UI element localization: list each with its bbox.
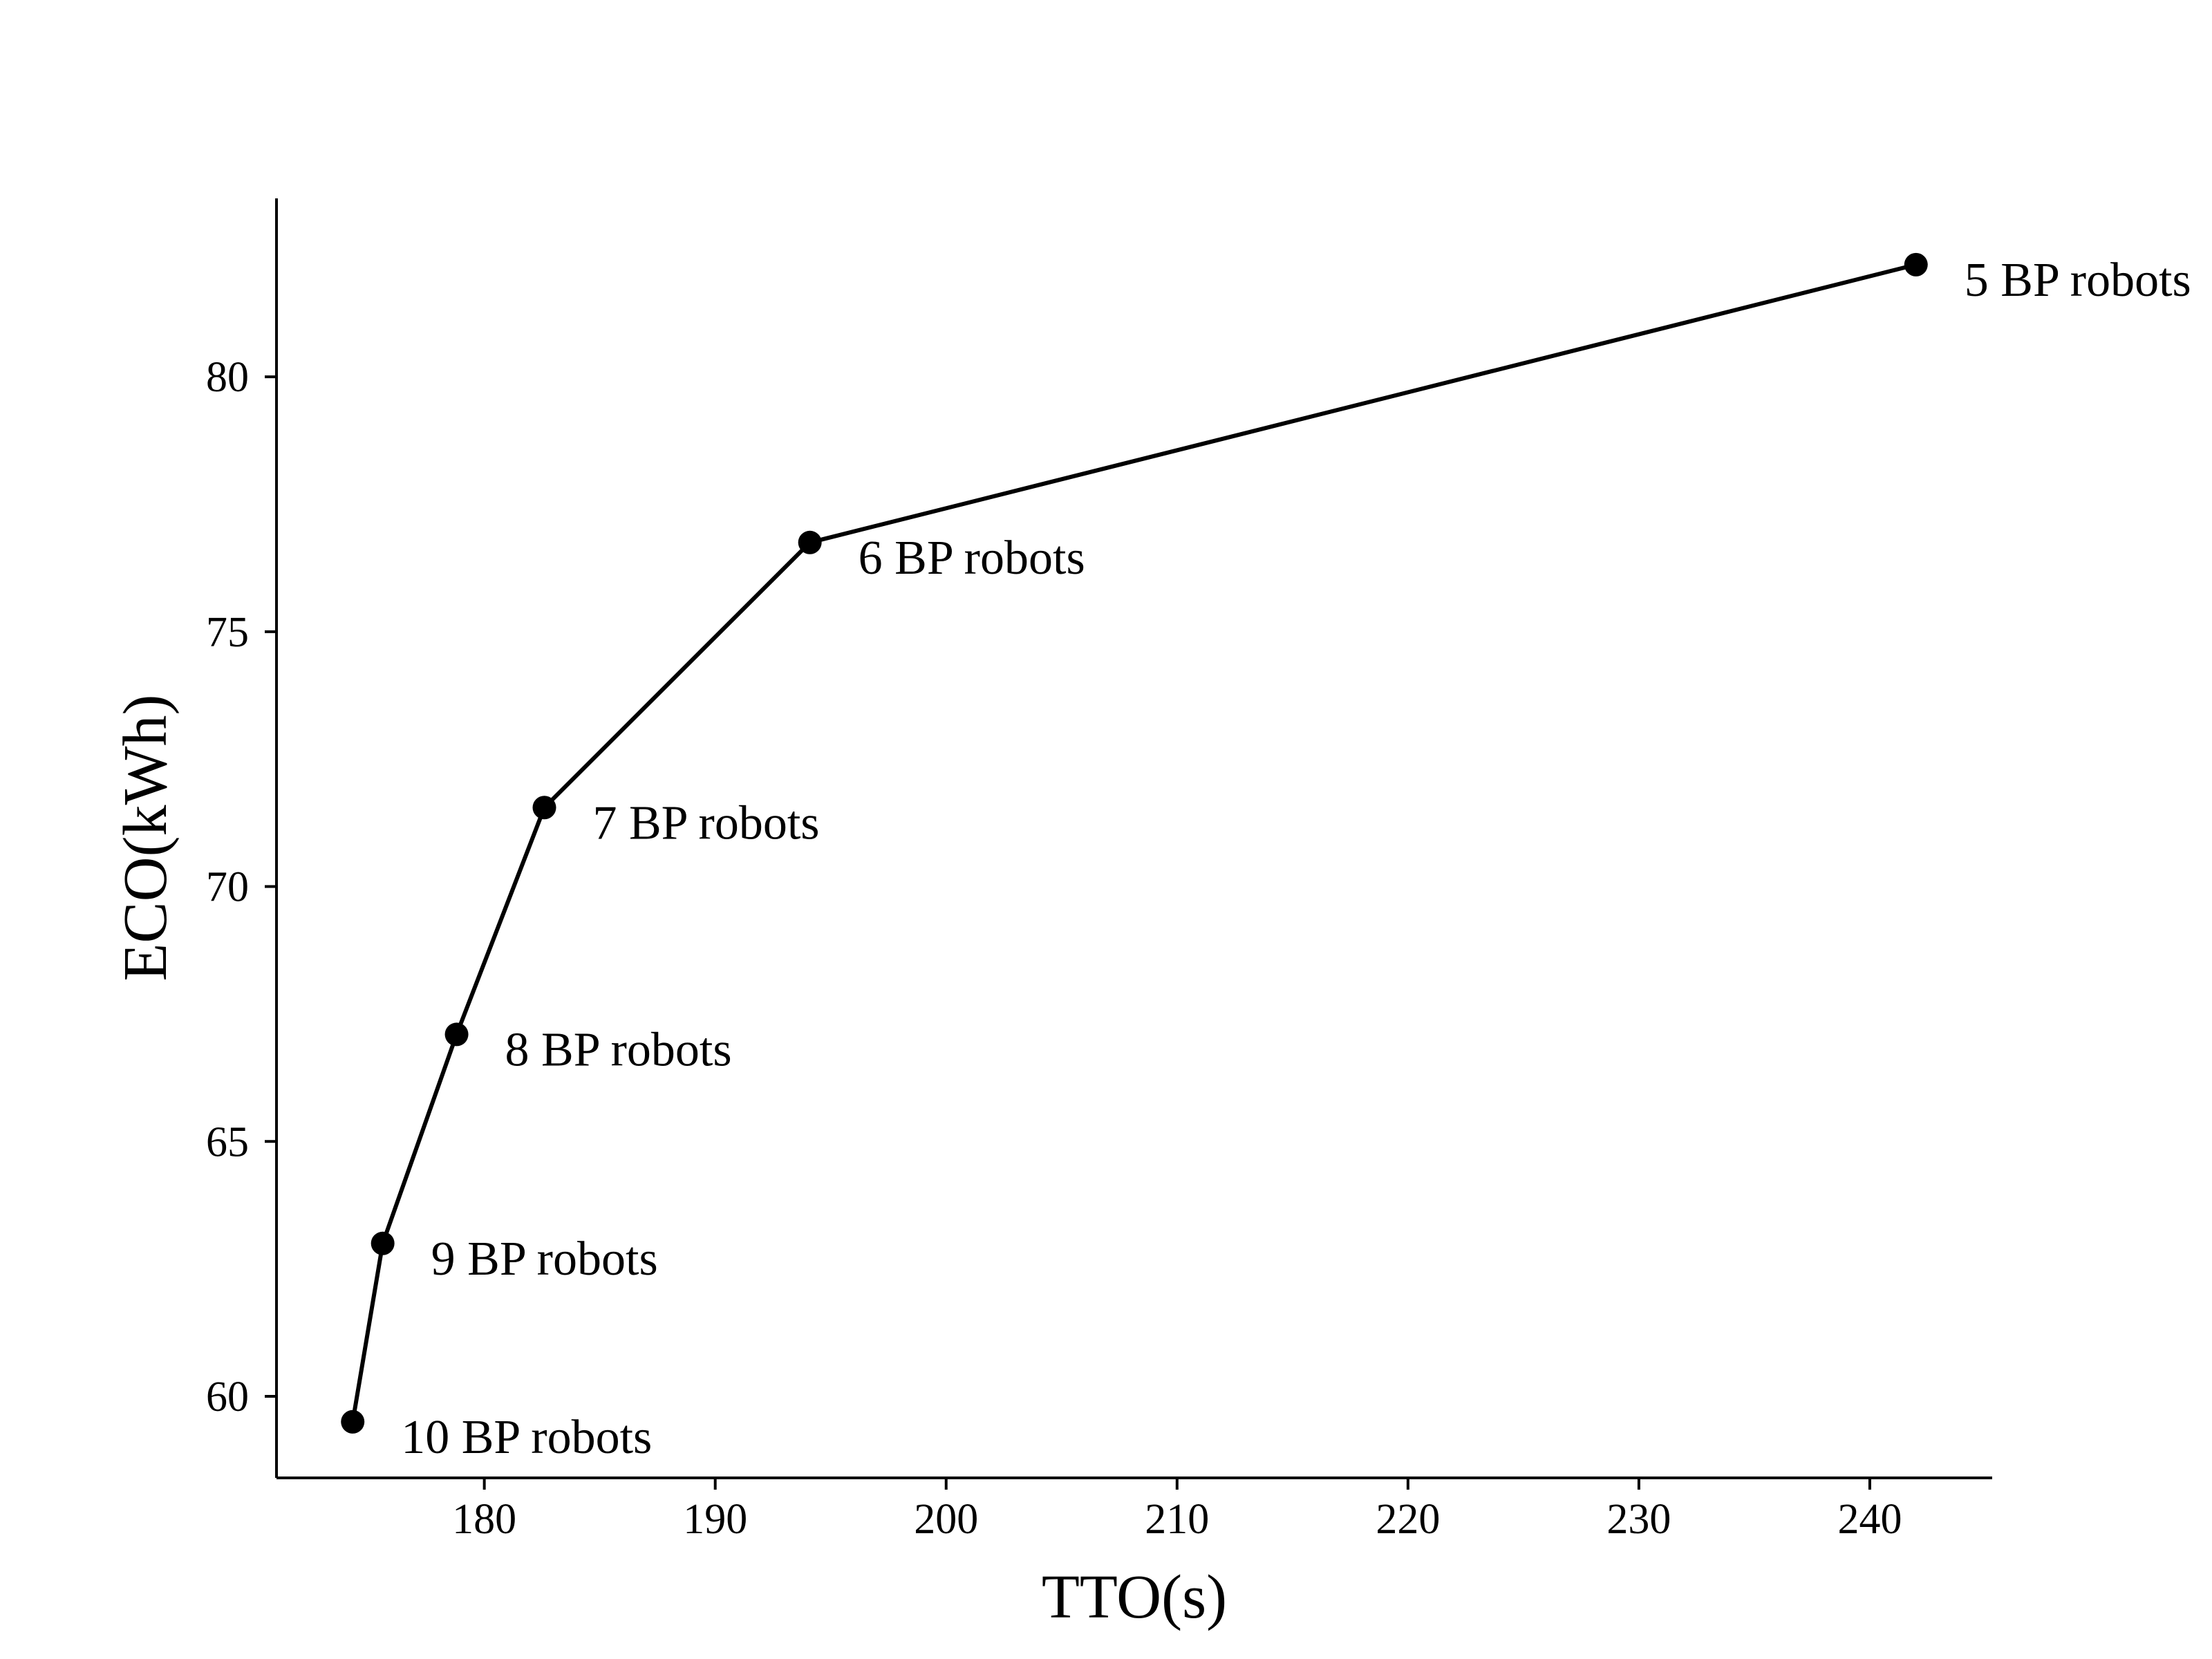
- x-ticks: 180 190 200 210 220 230 240: [452, 1478, 1902, 1543]
- point-label: 6 BP robots: [859, 532, 1085, 585]
- x-tick-label: 220: [1376, 1496, 1440, 1543]
- series-line: [350, 262, 1917, 1423]
- point-label: 9 BP robots: [431, 1232, 658, 1286]
- x-tick-label: 230: [1606, 1496, 1671, 1543]
- x-tick-label: 200: [914, 1496, 978, 1543]
- data-point: [532, 796, 556, 820]
- y-tick-label: 65: [206, 1118, 249, 1165]
- data-point: [1904, 252, 1928, 276]
- x-tick-label: 240: [1837, 1496, 1902, 1543]
- y-tick-label: 80: [206, 354, 249, 401]
- data-point: [371, 1231, 395, 1255]
- point-label: 5 BP robots: [1965, 254, 2191, 307]
- y-axis-title: ECO(kWh): [111, 695, 180, 982]
- y-tick-label: 70: [206, 864, 249, 911]
- point-label: 7 BP robots: [592, 796, 819, 850]
- plot-area: 180 190 200 210 220 230 240 60 65 70 75 80 10 BP r…: [206, 198, 2191, 1543]
- x-tick-label: 210: [1145, 1496, 1209, 1543]
- data-point: [444, 1022, 469, 1047]
- y-tick-label: 60: [206, 1374, 249, 1421]
- x-tick-label: 190: [683, 1496, 747, 1543]
- labels-layer: 10 BP robots 9 BP robots 8 BP robots 7 BP r…: [401, 254, 2191, 1464]
- y-tick-label: 75: [206, 609, 249, 656]
- point-label: 10 BP robots: [401, 1411, 652, 1464]
- data-point: [798, 530, 822, 554]
- x-axis-title: TTO(s): [1042, 1563, 1227, 1631]
- point-label: 8 BP robots: [505, 1023, 732, 1076]
- x-tick-label: 180: [452, 1496, 516, 1543]
- data-point: [341, 1409, 365, 1434]
- series-layer: [341, 252, 1928, 1434]
- y-ticks: 60 65 70 75 80: [206, 354, 276, 1421]
